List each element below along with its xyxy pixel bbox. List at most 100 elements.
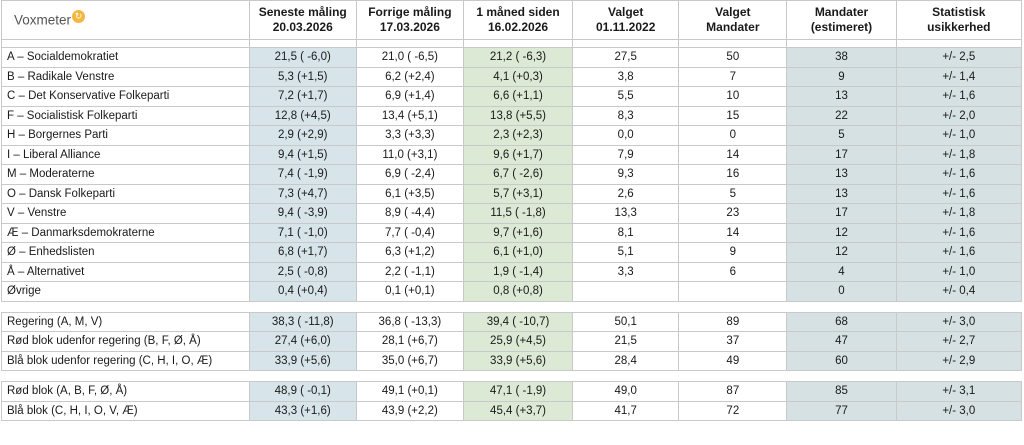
logo-text: Voxmeter bbox=[14, 12, 72, 28]
election-result-cell bbox=[572, 281, 680, 302]
election-seats-cell: 23 bbox=[678, 203, 788, 224]
header-previous: Forrige måling 17.03.2026 bbox=[355, 0, 464, 40]
month-ago-poll-cell: 1,9 ( -1,4) bbox=[462, 261, 574, 282]
uncertainty-cell: +/- 1,8 bbox=[895, 144, 1023, 165]
spacer-cell bbox=[355, 39, 464, 48]
latest-poll-cell: 7,3 (+4,7) bbox=[248, 183, 357, 204]
bloc-row: Blå blok (C, H, I, O, V, Æ) 43,3 (+1,6) 43… bbox=[1, 400, 1023, 421]
election-seats-cell: 6 bbox=[678, 261, 788, 282]
latest-poll-cell: 7,2 (+1,7) bbox=[248, 86, 357, 107]
election-result-cell: 50,1 bbox=[572, 311, 680, 332]
party-row: V – Venstre 9,4 ( -3,9) 8,9 ( -4,4) 11,5 ( … bbox=[1, 203, 1023, 224]
party-name-cell: H – Borgernes Parti bbox=[1, 125, 250, 146]
header-election-seats: Valget Mandater bbox=[678, 0, 788, 40]
estimated-seats-cell: 13 bbox=[786, 86, 897, 107]
estimated-seats-cell: 0 bbox=[786, 281, 897, 302]
latest-poll-cell: 5,3 (+1,5) bbox=[248, 66, 357, 87]
latest-poll-cell: 2,5 ( -0,8) bbox=[248, 261, 357, 282]
spacer-cell bbox=[786, 300, 897, 313]
spacer-row bbox=[1, 370, 1022, 382]
election-result-cell: 5,5 bbox=[572, 86, 680, 107]
estimated-seats-cell: 68 bbox=[786, 311, 897, 332]
previous-poll-cell: 8,9 ( -4,4) bbox=[355, 203, 464, 224]
spacer-cell bbox=[1, 39, 250, 48]
estimated-seats-cell: 17 bbox=[786, 144, 897, 165]
spacer-cell bbox=[678, 300, 787, 313]
election-seats-cell: 5 bbox=[678, 183, 788, 204]
spacer-cell bbox=[1, 370, 250, 382]
party-name-cell: Regering (A, M, V) bbox=[1, 311, 250, 332]
spacer-cell bbox=[1, 300, 250, 313]
previous-poll-cell: 21,0 ( -6,5) bbox=[355, 47, 464, 68]
month-ago-poll-cell: 45,4 (+3,7) bbox=[462, 400, 574, 421]
election-seats-cell: 50 bbox=[678, 47, 788, 68]
party-name-cell: O – Dansk Folkeparti bbox=[1, 183, 250, 204]
latest-poll-cell: 2,9 (+2,9) bbox=[248, 125, 357, 146]
previous-poll-cell: 2,2 ( -1,1) bbox=[355, 261, 464, 282]
party-name-cell: M – Moderaterne bbox=[1, 164, 250, 185]
party-row: C – Det Konservative Folkeparti 7,2 (+1,7… bbox=[1, 86, 1023, 107]
election-seats-cell: 7 bbox=[678, 66, 788, 87]
election-result-cell: 21,5 bbox=[572, 331, 680, 352]
logo-sun-icon: ↻ bbox=[72, 10, 86, 24]
coalition-row: Blå blok udenfor regering (C, H, I, O, Æ… bbox=[1, 350, 1023, 371]
election-seats-cell: 49 bbox=[678, 350, 788, 371]
latest-poll-cell: 6,8 (+1,7) bbox=[248, 242, 357, 263]
latest-poll-cell: 9,4 (+1,5) bbox=[248, 144, 357, 165]
uncertainty-cell: +/- 1,8 bbox=[895, 203, 1023, 224]
election-seats-cell: 15 bbox=[678, 105, 788, 126]
party-name-cell: Å – Alternativet bbox=[1, 261, 250, 282]
month-ago-poll-cell: 33,9 (+5,6) bbox=[462, 350, 574, 371]
uncertainty-cell: +/- 1,4 bbox=[895, 66, 1023, 87]
spacer-cell bbox=[896, 370, 1022, 382]
month-ago-poll-cell: 9,7 (+1,6) bbox=[462, 222, 574, 243]
election-result-cell: 8,3 bbox=[572, 105, 680, 126]
previous-poll-cell: 6,9 (+1,4) bbox=[355, 86, 464, 107]
spacer-cell bbox=[463, 370, 573, 382]
poll-table: Voxmeter ↻ Seneste måling 20.03.2026 Forri… bbox=[1, 0, 1023, 421]
month-ago-poll-cell: 6,1 (+1,0) bbox=[462, 242, 574, 263]
spacer-cell bbox=[462, 39, 574, 48]
spacer-cell bbox=[249, 300, 357, 313]
previous-poll-cell: 3,3 (+3,3) bbox=[355, 125, 464, 146]
previous-poll-cell: 49,1 (+0,1) bbox=[355, 381, 464, 402]
uncertainty-cell: +/- 2,5 bbox=[895, 47, 1023, 68]
month-ago-poll-cell: 11,5 ( -1,8) bbox=[462, 203, 574, 224]
party-row: Æ – Danmarksdemokraterne 7,1 ( -1,0) 7,7 (… bbox=[1, 222, 1023, 243]
month-ago-poll-cell: 25,9 (+4,5) bbox=[462, 331, 574, 352]
uncertainty-cell: +/- 3,0 bbox=[895, 311, 1023, 332]
month-ago-poll-cell: 47,1 ( -1,9) bbox=[462, 381, 574, 402]
election-seats-cell: 72 bbox=[678, 400, 788, 421]
coalition-row: Rød blok udenfor regering (B, F, Ø, Å) 27… bbox=[1, 331, 1023, 352]
spacer-cell bbox=[356, 300, 464, 313]
voxmeter-logo: Voxmeter ↻ bbox=[1, 0, 250, 40]
party-name-cell: I – Liberal Alliance bbox=[1, 144, 250, 165]
party-row: F – Socialistisk Folkeparti 12,8 (+4,5) 13… bbox=[1, 105, 1023, 126]
election-result-cell: 0,0 bbox=[572, 125, 680, 146]
previous-poll-cell: 6,3 (+1,2) bbox=[355, 242, 464, 263]
spacer-cell bbox=[572, 300, 679, 313]
previous-poll-cell: 11,0 (+3,1) bbox=[355, 144, 464, 165]
election-seats-cell: 0 bbox=[678, 125, 788, 146]
previous-poll-cell: 28,1 (+6,7) bbox=[355, 331, 464, 352]
latest-poll-cell: 27,4 (+6,0) bbox=[248, 331, 357, 352]
spacer-row bbox=[1, 39, 1023, 48]
election-result-cell: 3,3 bbox=[572, 261, 680, 282]
estimated-seats-cell: 13 bbox=[786, 183, 897, 204]
spacer-row bbox=[1, 300, 1022, 313]
spacer-cell bbox=[572, 370, 679, 382]
table-body: A – Socialdemokratiet 21,5 ( -6,0) 21,0 ( … bbox=[1, 39, 1023, 421]
header-row: Voxmeter ↻ Seneste måling 20.03.2026 Forri… bbox=[1, 0, 1023, 40]
election-seats-cell: 14 bbox=[678, 222, 788, 243]
spacer-cell bbox=[463, 300, 573, 313]
uncertainty-cell: +/- 1,6 bbox=[895, 183, 1023, 204]
election-result-cell: 28,4 bbox=[572, 350, 680, 371]
party-name-cell: A – Socialdemokratiet bbox=[1, 47, 250, 68]
party-name-cell: F – Socialistisk Folkeparti bbox=[1, 105, 250, 126]
latest-poll-cell: 33,9 (+5,6) bbox=[248, 350, 357, 371]
party-name-cell: Rød blok udenfor regering (B, F, Ø, Å) bbox=[1, 331, 250, 352]
estimated-seats-cell: 22 bbox=[786, 105, 897, 126]
election-result-cell: 5,1 bbox=[572, 242, 680, 263]
party-name-cell: Blå blok udenfor regering (C, H, I, O, Æ… bbox=[1, 350, 250, 371]
uncertainty-cell: +/- 2,9 bbox=[895, 350, 1023, 371]
